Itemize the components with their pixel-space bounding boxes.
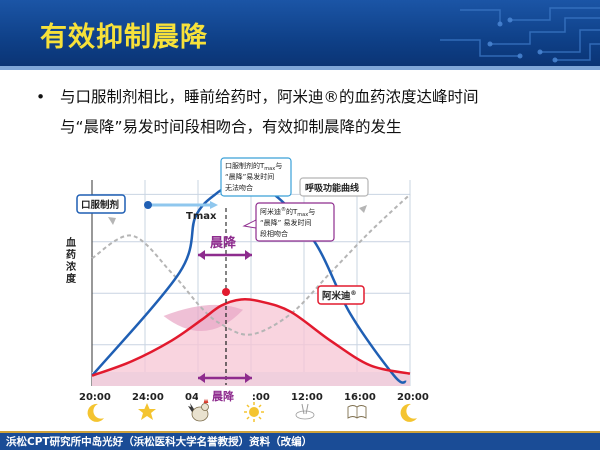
x-tick-label: 20:00	[397, 392, 429, 403]
bullet-point: • 与口服制剂相比，睡前给药时，阿米迪®的血药浓度达峰时间 与“晨降”易发时间段…	[36, 82, 570, 142]
amidi-tmax-callout: 阿米迪®的Tmax与 “晨降” 易发时间 段相吻合	[242, 202, 335, 242]
chenjiang-axis-arrow-left	[198, 373, 205, 383]
x-tick-label: 16:00	[344, 392, 376, 403]
circuit-decoration	[440, 7, 600, 63]
y-axis-label: 血药浓度	[66, 236, 77, 285]
title-underline	[0, 66, 600, 70]
svg-text:无法吻合: 无法吻合	[225, 183, 253, 192]
breath-arrow-right	[359, 205, 367, 213]
concentration-chart: Tmax 晨降 20:0024:0004:0008:0012:0016:0020…	[66, 157, 429, 422]
book-icon	[347, 405, 367, 419]
amidi-curve	[91, 297, 411, 377]
slide-title: 有效抑制晨降	[40, 22, 208, 53]
footer-credit: 浜松CPT研究所中岛光好（浜松医科大学名誉教授）资料（改编）	[6, 436, 313, 448]
chenjiang-axis-bg	[198, 389, 252, 403]
footer-stripe	[0, 431, 600, 433]
chenjiang-axis-label: 晨降	[212, 389, 235, 403]
amidi-peak-marker	[222, 288, 230, 296]
amidi-area	[92, 299, 410, 386]
bullet-line-2: 与“晨降”易发时间段相吻合，有效抑制晨降的发生	[60, 118, 402, 136]
svg-text:段相吻合: 段相吻合	[260, 229, 288, 238]
svg-text:“晨降”易发时间: “晨降”易发时间	[225, 172, 274, 181]
x-tick-label: 20:00	[79, 392, 111, 403]
title-bar: 有效抑制晨降	[0, 0, 600, 70]
svg-text:血药浓度: 血药浓度	[66, 236, 77, 285]
breath-label-box: 呼吸功能曲线	[299, 177, 369, 197]
svg-text:口服制剂的Tmax与: 口服制剂的Tmax与	[225, 161, 282, 172]
moon-icon	[400, 403, 417, 422]
tmax-arrow	[210, 201, 218, 209]
bullet-marker: •	[36, 88, 46, 106]
breath-curve	[91, 193, 411, 336]
rooster-icon	[188, 398, 209, 422]
x-tick-label: 24:00	[132, 392, 164, 403]
oral-peak-marker	[144, 201, 152, 209]
oral-label-box: 口服制剂	[76, 194, 126, 214]
svg-text:呼吸功能曲线: 呼吸功能曲线	[305, 182, 359, 194]
star-icon	[138, 403, 156, 420]
oral-tmax-callout: 口服制剂的Tmax与 “晨降”易发时间 无法吻合	[220, 157, 292, 197]
chenjiang-arrow-right	[245, 250, 252, 260]
moon-icon	[87, 403, 104, 422]
svg-text:“晨降” 易发时间: “晨降” 易发时间	[260, 218, 311, 227]
bullet-line-1: 与口服制剂相比，睡前给药时，阿米迪®的血药浓度达峰时间	[60, 88, 479, 106]
tmax-label: Tmax	[186, 211, 217, 222]
time-of-day-icons	[87, 398, 417, 422]
sun-icon	[244, 402, 264, 422]
svg-text:阿米迪®: 阿米迪®	[322, 290, 357, 302]
x-tick-label: 08:00	[238, 392, 270, 403]
svg-text:口服制剂: 口服制剂	[81, 199, 119, 211]
svg-text:阿米迪®的Tmax与: 阿米迪®的Tmax与	[260, 206, 315, 218]
x-tick-label: 12:00	[291, 392, 323, 403]
footer-bar: 浜松CPT研究所中岛光好（浜松医科大学名誉教授）资料（改编）	[0, 431, 600, 450]
chenjiang-label: 晨降	[210, 235, 237, 251]
breath-arrow-left	[108, 217, 116, 225]
meal-icon	[295, 403, 315, 420]
chenjiang-axis-arrow-right	[245, 373, 252, 383]
chenjiang-arrow-left	[198, 250, 205, 260]
amidi-label-box: 阿米迪®	[317, 285, 365, 305]
